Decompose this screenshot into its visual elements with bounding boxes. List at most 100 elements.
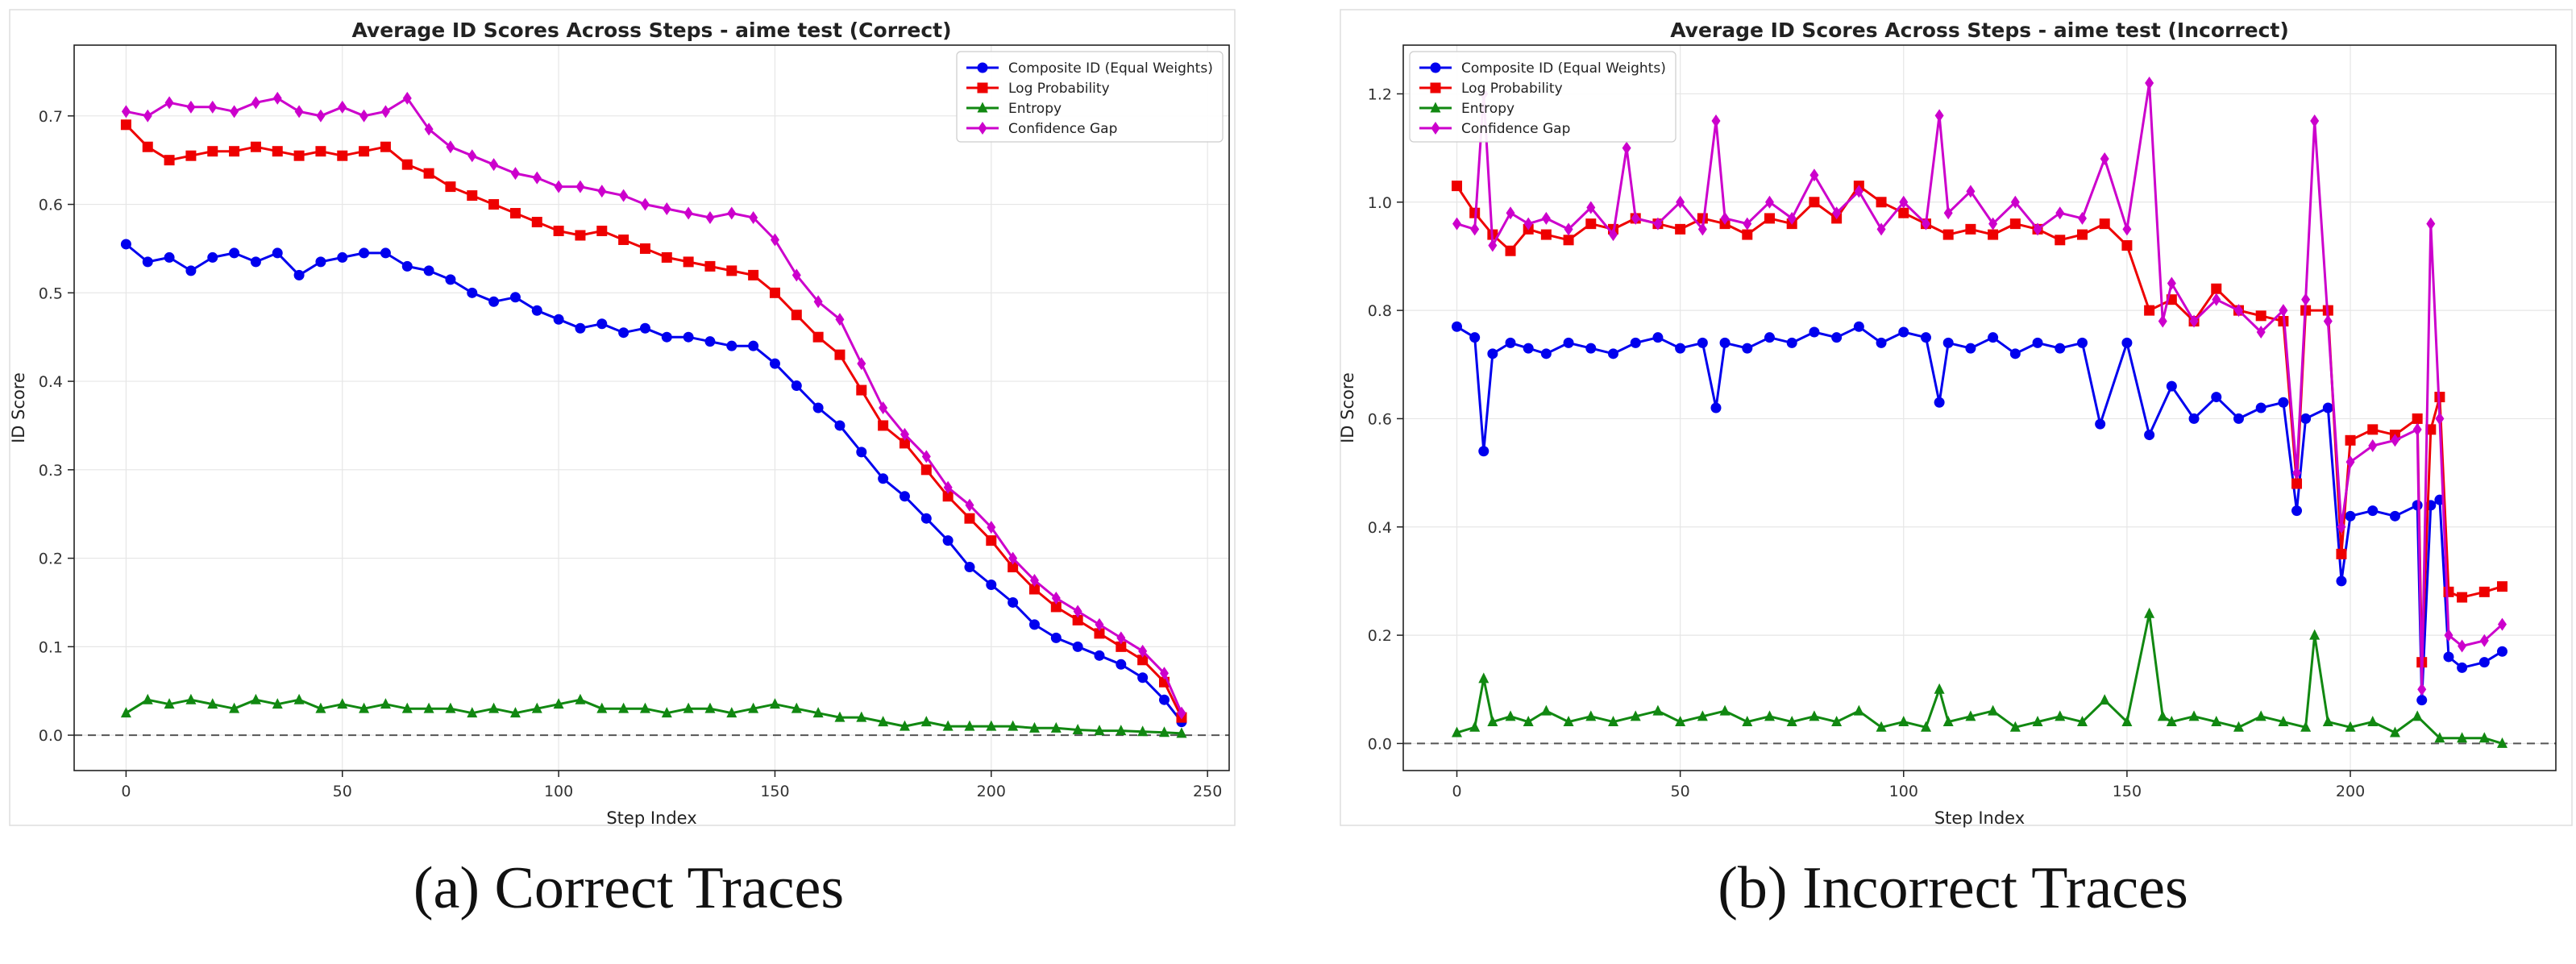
data-point xyxy=(553,314,564,325)
data-point xyxy=(2367,424,2379,435)
data-point xyxy=(510,167,520,181)
data-point xyxy=(943,480,953,494)
plot-area-border xyxy=(1402,44,2557,771)
x-tick-label: 0 xyxy=(121,783,131,800)
data-point xyxy=(229,146,240,157)
series-line xyxy=(1456,185,2503,664)
data-point xyxy=(1487,348,1498,359)
legend-marker xyxy=(977,82,988,93)
data-point xyxy=(185,150,197,161)
data-point xyxy=(791,380,802,392)
data-point xyxy=(1697,337,1708,348)
data-point xyxy=(2077,211,2087,225)
data-point xyxy=(1469,332,1481,343)
data-point xyxy=(2099,694,2110,705)
data-point xyxy=(2009,721,2021,732)
data-point xyxy=(2055,235,2066,246)
legend: Composite ID (Equal Weights) Log Probabil… xyxy=(956,51,1224,143)
data-point xyxy=(1853,321,1864,332)
data-point xyxy=(338,100,347,114)
data-point xyxy=(250,693,261,704)
y-tick-label: 0.6 xyxy=(39,197,63,214)
data-point xyxy=(532,171,542,185)
data-point xyxy=(856,447,867,458)
data-point xyxy=(1809,326,1820,338)
data-point xyxy=(1965,710,1976,721)
data-point xyxy=(1809,168,1819,182)
legend-marker xyxy=(977,62,988,73)
data-point xyxy=(359,146,370,157)
data-point xyxy=(2100,152,2109,166)
data-point xyxy=(704,260,716,272)
data-point xyxy=(1719,704,1730,716)
data-point xyxy=(185,693,197,704)
data-point xyxy=(1452,321,1463,332)
data-point xyxy=(662,202,671,216)
data-point xyxy=(337,698,348,709)
data-point xyxy=(2389,510,2400,521)
data-point xyxy=(813,295,823,309)
data-point xyxy=(467,707,478,718)
data-point xyxy=(2055,343,2066,354)
data-point xyxy=(1029,574,1039,588)
data-point xyxy=(920,716,932,727)
data-point xyxy=(1452,726,1463,738)
data-point xyxy=(2189,314,2199,328)
data-point xyxy=(316,109,326,123)
data-point xyxy=(2345,455,2355,469)
data-point xyxy=(1137,654,1149,666)
data-point xyxy=(1764,332,1775,343)
data-point xyxy=(1177,706,1186,720)
data-point xyxy=(1540,348,1552,359)
series-line xyxy=(125,243,1183,723)
data-point xyxy=(272,247,283,259)
series-diamond xyxy=(1452,77,2507,696)
series-line xyxy=(1456,81,2503,691)
x-tick-label: 150 xyxy=(2113,783,2142,800)
data-point xyxy=(748,702,759,713)
data-point xyxy=(489,158,499,172)
data-point xyxy=(2188,413,2200,424)
data-point xyxy=(2458,639,2467,653)
figure-frame xyxy=(9,9,1236,826)
data-point xyxy=(899,491,910,502)
data-point xyxy=(1742,229,1753,240)
data-point xyxy=(1452,217,1462,231)
y-axis-label: ID Score xyxy=(1338,372,1357,443)
data-point xyxy=(380,247,391,259)
data-point xyxy=(791,310,802,321)
data-point xyxy=(1630,337,1641,348)
x-axis-label: Step Index xyxy=(606,808,696,828)
data-point xyxy=(251,96,260,110)
data-point xyxy=(1764,710,1775,721)
data-point xyxy=(2166,716,2177,727)
data-point xyxy=(964,513,975,524)
legend-box xyxy=(1409,51,1676,143)
data-point xyxy=(1764,195,1774,209)
data-point xyxy=(2322,402,2333,413)
data-point xyxy=(834,349,846,360)
data-point xyxy=(2279,304,2288,318)
data-point xyxy=(488,199,500,210)
panel-b-caption: (b) Incorrect Traces xyxy=(1718,855,2188,921)
data-point xyxy=(812,331,824,343)
data-point xyxy=(2278,716,2289,727)
data-point xyxy=(2345,510,2356,521)
data-point xyxy=(1710,402,1722,413)
data-point xyxy=(1809,710,1820,721)
data-point xyxy=(1158,726,1170,738)
y-tick-label: 0.8 xyxy=(1368,302,1392,320)
data-point xyxy=(1942,337,1954,348)
data-point xyxy=(2412,422,2422,436)
data-point xyxy=(1965,223,1976,235)
data-point xyxy=(812,707,824,718)
data-point xyxy=(1050,721,1062,733)
data-point xyxy=(1138,644,1148,658)
y-tick-label: 0.3 xyxy=(39,462,63,480)
data-point xyxy=(812,402,824,413)
x-tick-label: 100 xyxy=(1889,783,1918,800)
data-point xyxy=(488,296,500,307)
data-point xyxy=(2390,434,2399,447)
legend-marker xyxy=(978,122,987,135)
data-point xyxy=(272,146,283,157)
